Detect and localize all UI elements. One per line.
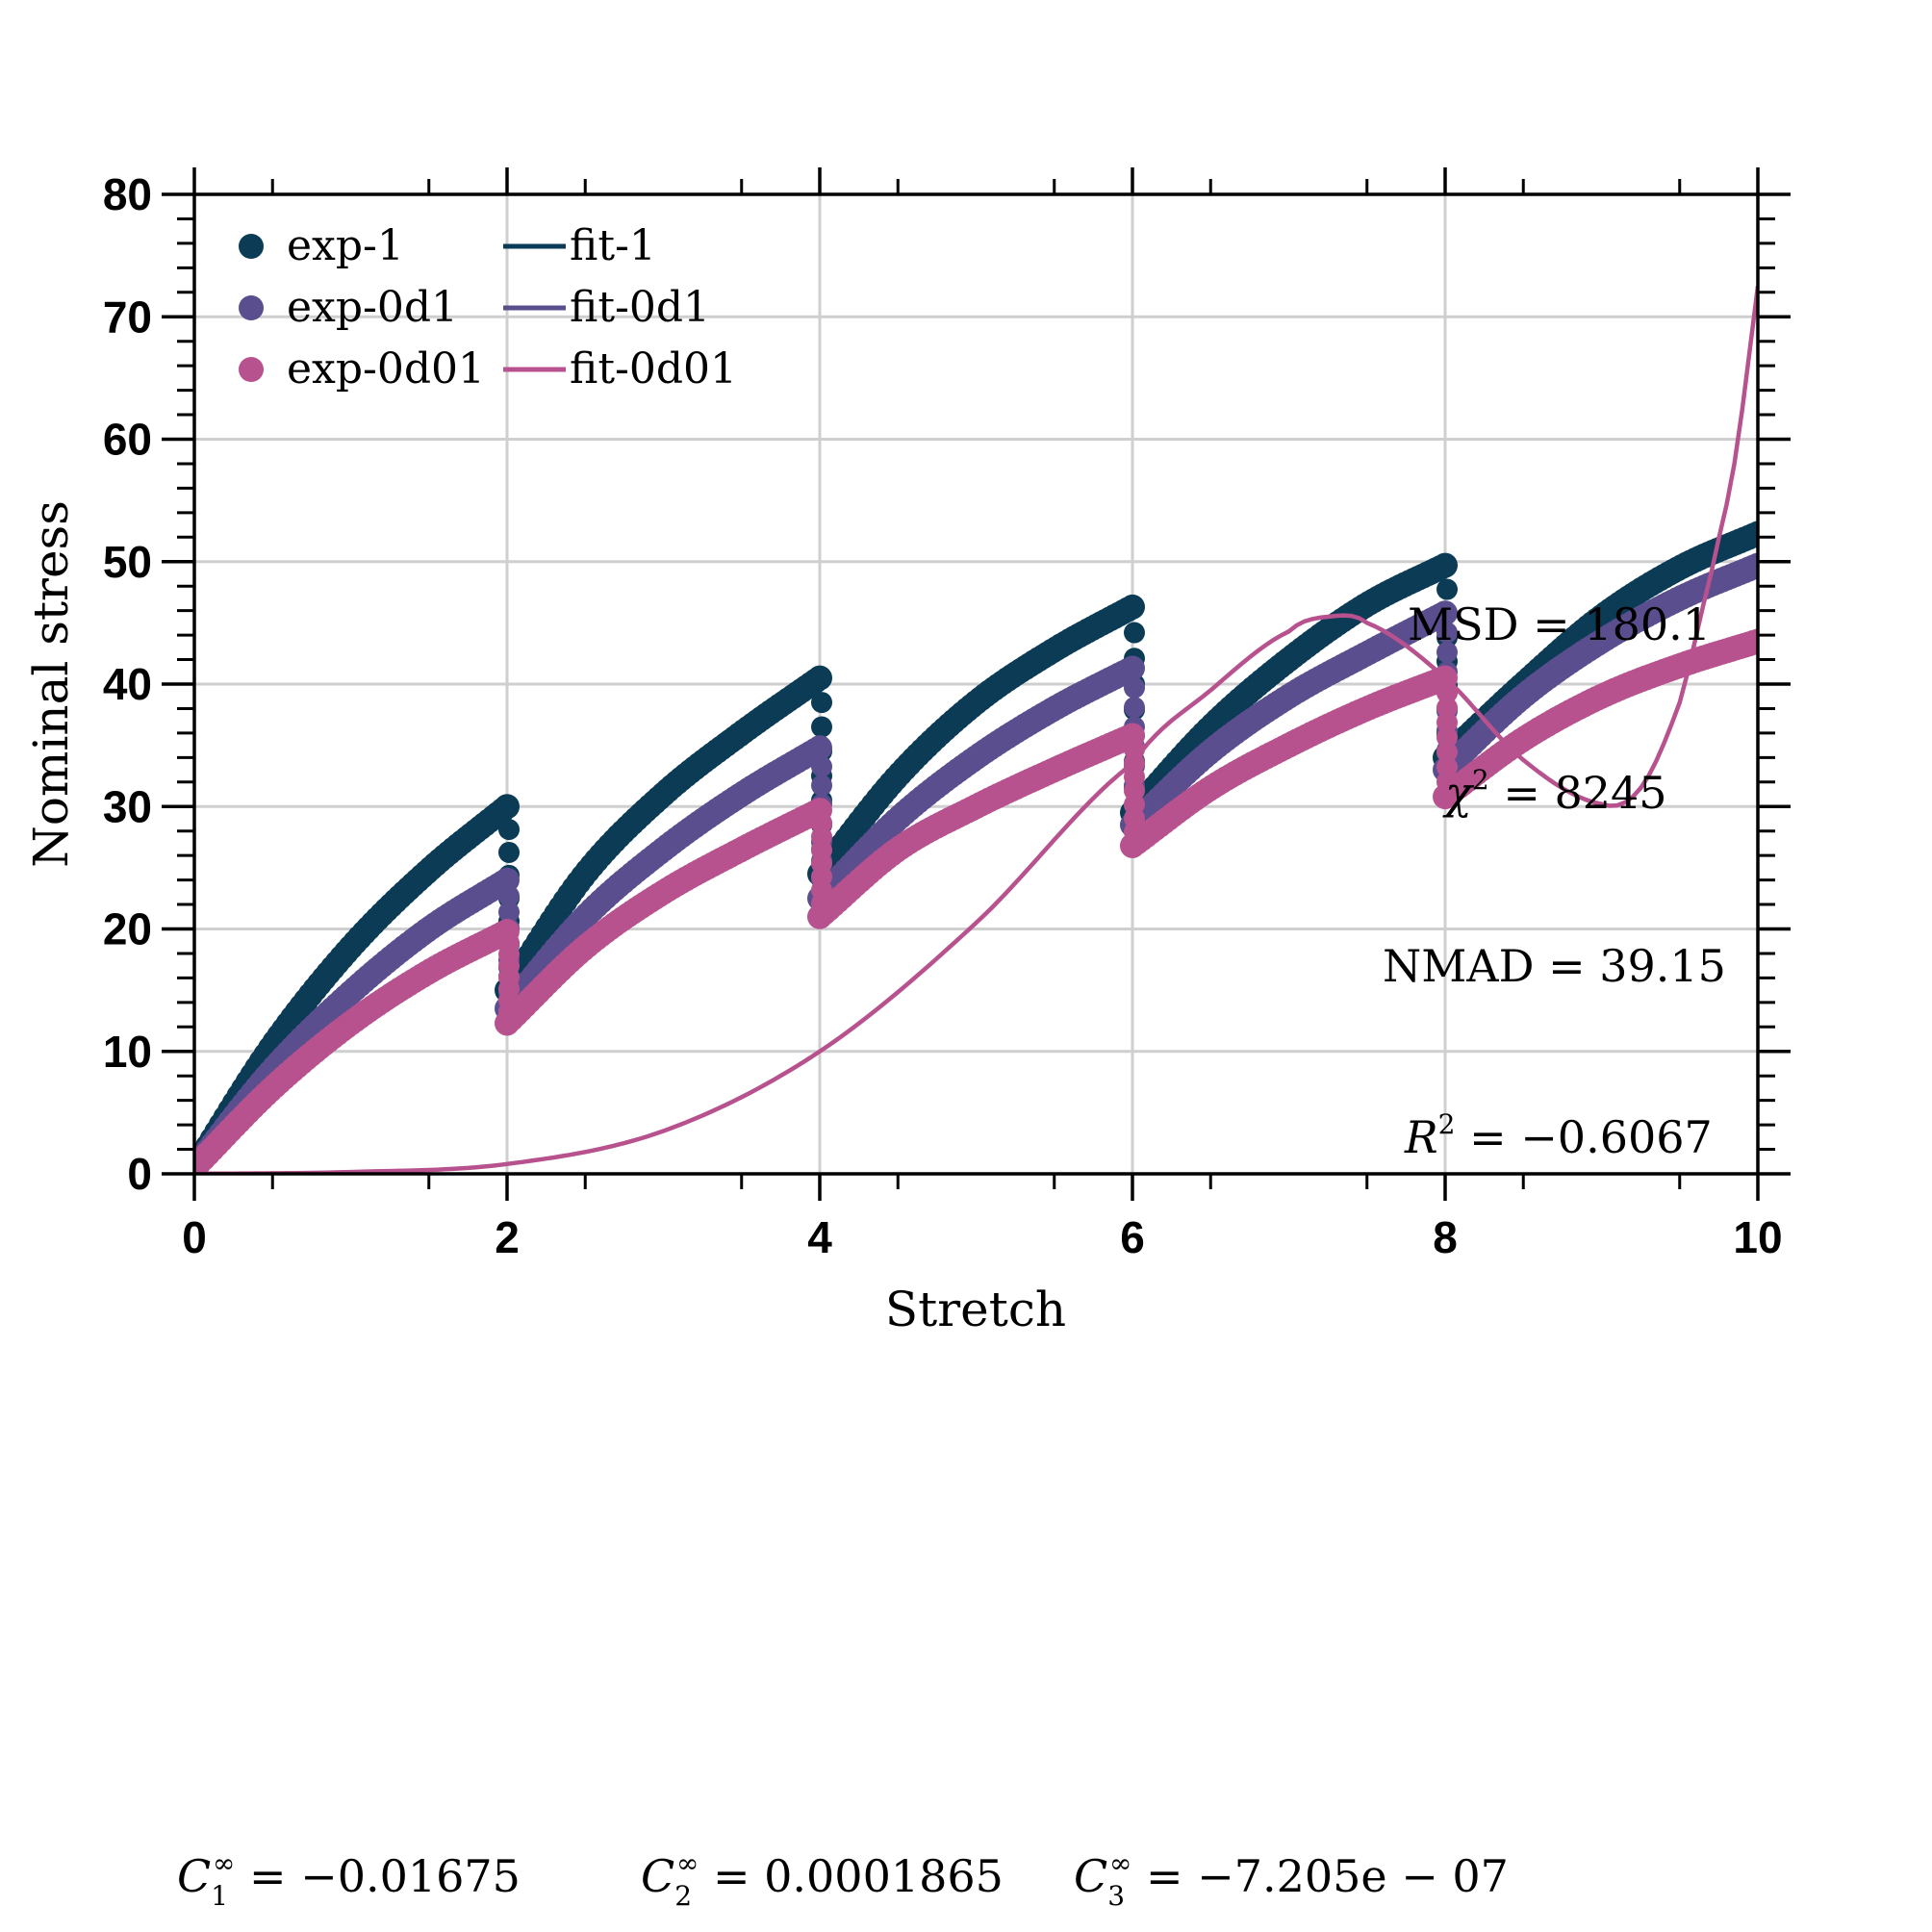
data-point	[1745, 521, 1758, 547]
stat-r-squared: R2 = −0.6067	[1404, 1108, 1713, 1163]
x-tick-label: 2	[495, 1212, 520, 1262]
y-axis-title: Nominal stress	[23, 500, 79, 868]
data-point	[1436, 741, 1458, 763]
data-point	[809, 737, 830, 759]
data-point	[1436, 578, 1458, 600]
fit-layer	[194, 286, 1758, 1174]
data-point	[1122, 596, 1143, 618]
x-tick-label: 8	[1433, 1212, 1458, 1262]
y-tick-label: 70	[103, 292, 152, 342]
series-layer	[194, 521, 1758, 1174]
x-tick-label: 10	[1733, 1212, 1782, 1262]
y-tick-label: 10	[103, 1027, 152, 1077]
legend: exp-1 exp-0d1 exp-0d01 fit-1 fit-0d1 fit-0d01	[239, 221, 737, 394]
data-point	[1436, 641, 1458, 663]
data-point	[496, 796, 518, 818]
model-coefficients: C1∞ = −0.01675 C2∞ = 0.0001865 C3∞ = −7.…	[177, 1847, 1509, 1912]
y-tick-label: 60	[103, 415, 152, 465]
legend-marker	[239, 357, 264, 382]
stat-msd: MSD = 180.1	[1408, 598, 1711, 650]
data-point	[811, 775, 832, 797]
data-point	[1435, 602, 1456, 624]
y-tick-label: 40	[103, 659, 152, 709]
fit-line-fit-0d01	[194, 286, 1758, 1174]
stat-nmad: NMAD = 39.15	[1383, 940, 1726, 992]
data-point	[1124, 622, 1145, 644]
data-point	[496, 869, 518, 891]
y-tick-label: 50	[103, 537, 152, 587]
data-point	[1436, 697, 1458, 719]
coefficient-c1: C1∞ = −0.01675	[177, 1847, 521, 1912]
data-point	[1124, 676, 1145, 699]
data-point	[809, 667, 830, 689]
data-point	[811, 755, 832, 777]
data-point	[1436, 726, 1458, 749]
x-tick-label: 6	[1120, 1212, 1145, 1262]
legend-label: fit-0d1	[570, 283, 710, 332]
data-point	[811, 716, 832, 738]
data-point	[811, 692, 832, 714]
data-point	[1436, 756, 1458, 778]
data-point	[498, 902, 520, 924]
stat-chi-squared: χ2 = 8245	[1442, 764, 1667, 819]
data-point	[1124, 697, 1145, 719]
legend-label: exp-0d1	[287, 283, 458, 332]
axis-ticks	[162, 167, 1791, 1201]
legend-label: exp-1	[287, 221, 404, 270]
legend-label: exp-0d01	[287, 344, 485, 394]
legend-label: fit-1	[570, 221, 656, 270]
legend-label: fit-0d01	[570, 344, 737, 394]
y-tick-label: 20	[103, 904, 152, 954]
y-tick-label: 30	[103, 781, 152, 831]
coefficient-c2: C2∞ = 0.0001865	[641, 1847, 1004, 1912]
data-point	[1745, 628, 1758, 654]
series-exp-0d01	[194, 628, 1758, 1174]
data-point	[1436, 622, 1458, 644]
coefficient-c3: C3∞ = −7.205e − 07	[1074, 1847, 1509, 1912]
data-point	[1435, 554, 1456, 576]
x-tick-label: 4	[807, 1212, 832, 1262]
x-tick-label: 0	[182, 1212, 207, 1262]
legend-marker	[239, 234, 264, 259]
x-axis-title: Stretch	[885, 1282, 1066, 1337]
data-point	[498, 841, 520, 863]
legend-marker	[239, 295, 264, 320]
data-point	[498, 819, 520, 841]
y-tick-label: 0	[127, 1149, 152, 1199]
data-point	[1436, 711, 1458, 733]
data-point	[1745, 552, 1758, 578]
fit-statistics: MSD = 180.1 χ2 = 8245 NMAD = 39.15 R2 = …	[1383, 598, 1726, 1163]
data-point	[498, 885, 520, 907]
y-tick-label: 80	[103, 169, 152, 219]
axis-tick-labels: 0 2 4 6 8 10 0 10 20 30 40 50 60 70 80	[103, 169, 1783, 1262]
data-point	[1122, 657, 1143, 679]
